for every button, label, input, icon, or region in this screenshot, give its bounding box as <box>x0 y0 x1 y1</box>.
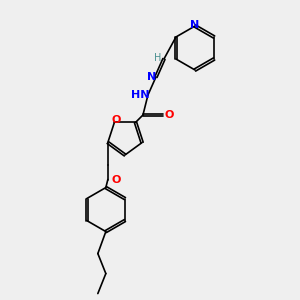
Text: O: O <box>111 175 121 184</box>
Text: N: N <box>147 72 157 82</box>
Text: HN: HN <box>131 90 149 100</box>
Text: H: H <box>154 53 162 63</box>
Text: O: O <box>112 116 121 125</box>
Text: O: O <box>164 110 174 120</box>
Text: N: N <box>190 20 200 30</box>
